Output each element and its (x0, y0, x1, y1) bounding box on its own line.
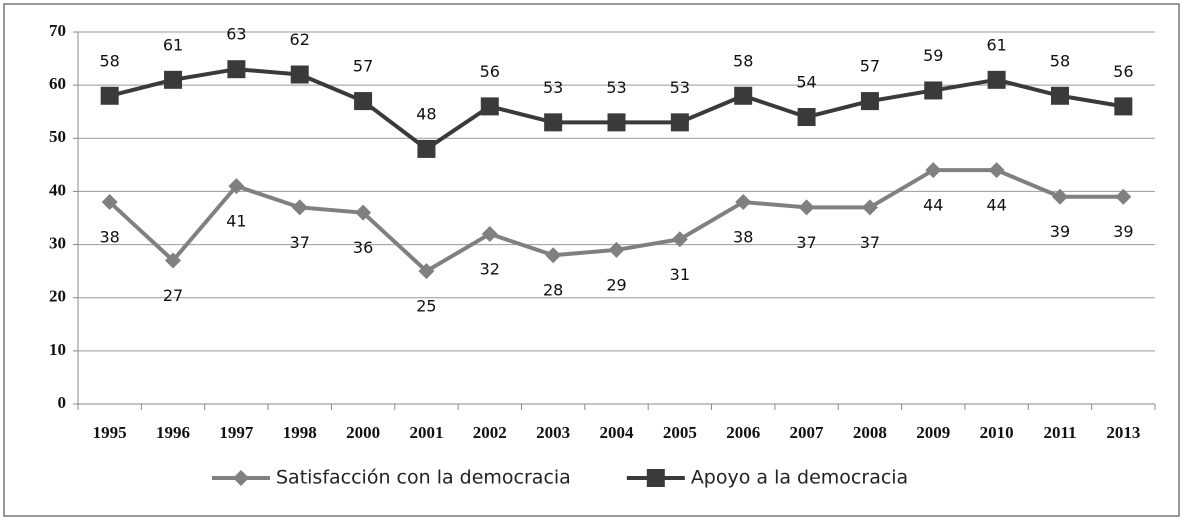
x-tick-label: 2011 (1043, 423, 1076, 442)
x-tick-label: 2005 (663, 423, 697, 442)
data-point (1050, 86, 1069, 105)
data-label: 32 (480, 259, 500, 278)
data-point (671, 231, 688, 248)
data-point (418, 263, 435, 280)
legend-label: Satisfacción con la democracia (276, 467, 571, 489)
y-tick-label: 30 (49, 233, 66, 252)
data-label: 58 (733, 51, 753, 70)
data-point (544, 113, 563, 132)
data-label: 61 (163, 35, 183, 54)
data-point (100, 86, 119, 105)
data-point (797, 108, 816, 127)
data-label: 37 (860, 233, 880, 252)
data-label: 56 (1113, 62, 1133, 81)
data-label: 39 (1050, 222, 1070, 241)
data-point (1115, 188, 1132, 205)
x-tick-label: 2008 (853, 423, 887, 442)
data-label: 53 (543, 78, 563, 97)
data-label: 38 (99, 228, 119, 247)
data-point (291, 199, 308, 216)
data-point (101, 194, 118, 211)
data-point (860, 92, 879, 111)
x-tick-label: 2006 (726, 423, 760, 442)
legend-label: Apoyo a la democracia (691, 467, 908, 489)
data-point (164, 70, 183, 89)
data-label: 48 (416, 104, 436, 123)
data-point (417, 139, 436, 158)
data-label: 31 (670, 265, 690, 284)
x-tick-label: 1997 (219, 423, 254, 442)
data-point (798, 199, 815, 216)
data-point (988, 162, 1005, 179)
x-tick-label: 2002 (473, 423, 507, 442)
x-tick-label: 1995 (93, 423, 127, 442)
data-label: 57 (860, 57, 880, 76)
data-label: 29 (606, 275, 626, 294)
data-label: 62 (290, 30, 310, 49)
y-tick-label: 40 (49, 180, 66, 199)
chart-border (3, 3, 1180, 517)
data-label: 41 (226, 212, 246, 231)
x-tick-label: 2001 (409, 423, 443, 442)
legend-marker (233, 470, 249, 486)
legend-marker (646, 469, 665, 487)
data-label: 44 (923, 196, 943, 215)
data-label: 54 (796, 73, 816, 92)
data-point (925, 162, 942, 179)
data-point (608, 241, 625, 258)
x-tick-label: 2009 (916, 423, 950, 442)
x-tick-label: 2007 (790, 423, 825, 442)
data-point (227, 60, 246, 79)
data-label: 27 (163, 286, 183, 305)
y-tick-label: 70 (49, 21, 66, 40)
data-label: 44 (986, 196, 1006, 215)
data-point (228, 178, 245, 195)
data-label: 38 (733, 228, 753, 247)
data-label: 56 (480, 62, 500, 81)
y-tick-label: 0 (58, 393, 67, 412)
data-label: 61 (986, 35, 1006, 54)
x-tick-label: 1996 (156, 423, 190, 442)
data-point (670, 113, 689, 132)
x-tick-label: 2010 (980, 423, 1014, 442)
data-point (924, 81, 943, 100)
data-label: 63 (226, 25, 246, 44)
data-label: 59 (923, 46, 943, 65)
data-label: 58 (1050, 51, 1070, 70)
data-label: 36 (353, 238, 373, 257)
data-point (734, 86, 753, 105)
data-point (481, 225, 498, 242)
data-label: 39 (1113, 222, 1133, 241)
x-tick-label: 2003 (536, 423, 570, 442)
data-label: 58 (99, 51, 119, 70)
x-tick-label: 2004 (600, 423, 635, 442)
y-tick-label: 60 (49, 74, 66, 93)
data-label: 53 (606, 78, 626, 97)
data-point (545, 247, 562, 264)
data-label: 28 (543, 281, 563, 300)
data-point (607, 113, 626, 132)
x-tick-label: 2013 (1106, 423, 1140, 442)
data-point (1114, 97, 1133, 116)
x-tick-label: 1998 (283, 423, 317, 442)
data-label: 37 (796, 233, 816, 252)
data-point (1051, 188, 1068, 205)
x-tick-label: 2000 (346, 423, 380, 442)
data-point (165, 252, 182, 269)
data-point (987, 70, 1006, 89)
data-point (290, 65, 309, 84)
y-tick-label: 10 (49, 340, 66, 359)
y-tick-label: 50 (49, 127, 66, 146)
data-point (354, 92, 373, 111)
data-label: 37 (290, 233, 310, 252)
data-point (861, 199, 878, 216)
data-point (480, 97, 499, 116)
data-label: 57 (353, 57, 373, 76)
data-point (355, 204, 372, 221)
data-point (735, 194, 752, 211)
data-label: 53 (670, 78, 690, 97)
data-label: 25 (416, 297, 436, 316)
y-tick-label: 20 (49, 287, 66, 306)
